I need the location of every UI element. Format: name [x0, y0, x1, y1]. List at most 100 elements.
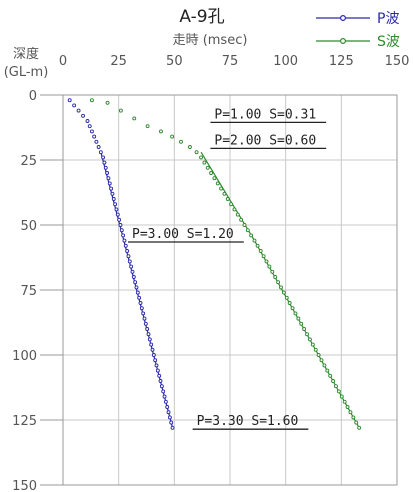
y-axis-label: 深度 [13, 46, 39, 62]
data-point-p [130, 269, 135, 274]
x-tick-label: 50 [166, 54, 183, 69]
legend: P波 S波 [316, 11, 400, 50]
data-point-p [102, 160, 107, 165]
data-points [67, 98, 362, 430]
data-point-s [328, 373, 333, 378]
data-point-p [103, 165, 108, 170]
data-point-s [225, 197, 230, 201]
data-point-p [114, 207, 119, 212]
data-point-p [153, 358, 158, 363]
data-point-s [345, 405, 350, 409]
data-point-s [313, 347, 318, 352]
y-tick-label: 100 [12, 349, 37, 364]
data-point-p [147, 337, 152, 342]
data-point-s [159, 129, 163, 134]
data-point-p [109, 186, 114, 191]
data-point-s [202, 160, 207, 165]
x-tick-labels: 0 25 50 75 100 125 150 [59, 54, 410, 69]
data-point-s [199, 155, 204, 160]
y-tick-label: 25 [20, 154, 37, 169]
data-point-p [163, 399, 168, 404]
data-point-p [150, 347, 155, 352]
data-point-p [111, 197, 116, 201]
data-point-p [118, 223, 123, 227]
y-axis-unit-label: (GL-m) [4, 65, 49, 80]
data-point-p [119, 228, 124, 233]
data-point-p [155, 368, 160, 373]
data-point-s [118, 108, 123, 113]
data-point-s [222, 191, 227, 196]
data-point-p [76, 108, 81, 113]
x-tick-label: 100 [273, 54, 298, 69]
data-point-p [115, 212, 120, 217]
x-tick-label: 150 [385, 54, 410, 69]
data-point-p [161, 389, 166, 394]
data-point-p [149, 342, 154, 347]
data-point-s [209, 171, 214, 175]
data-point-p [96, 145, 101, 149]
data-point-s [319, 358, 324, 363]
data-point-s [235, 212, 240, 217]
velocity-annotation: P=2.00 S=0.60 [214, 133, 316, 148]
data-point-p [101, 155, 106, 160]
data-point-p [145, 327, 150, 331]
data-point-s [132, 116, 137, 121]
data-point-p [133, 280, 138, 285]
data-point-s [229, 202, 234, 207]
data-point-p [137, 295, 142, 300]
data-point-s [307, 337, 312, 342]
chart-title: A-9孔 [179, 7, 224, 27]
data-point-s [351, 415, 356, 420]
data-point-p [72, 103, 77, 108]
data-point-p [159, 384, 164, 389]
data-point-p [122, 238, 127, 243]
y-tick-label: 50 [20, 219, 37, 234]
data-point-p [158, 379, 163, 383]
data-point-s [219, 186, 224, 191]
data-point-p [67, 98, 72, 103]
legend-s-marker [340, 37, 347, 44]
data-point-p [107, 181, 112, 186]
data-point-s [342, 399, 347, 404]
data-point-s [281, 290, 286, 295]
y-tick-labels: 0 25 50 75 100 125 150 [12, 89, 63, 492]
data-point-s [287, 301, 292, 305]
data-point-p [105, 171, 110, 175]
x-tick-label: 125 [329, 54, 354, 69]
data-point-s [239, 217, 244, 222]
x-axis-label: 走時 (msec) [173, 33, 248, 48]
data-point-s [255, 243, 260, 248]
data-point-p [126, 254, 131, 259]
data-point-p [143, 321, 148, 326]
data-point-p [135, 290, 140, 295]
legend-p-label: P波 [377, 11, 399, 27]
data-point-s [258, 249, 263, 253]
velocity-annotation: P=3.00 S=1.20 [132, 227, 234, 242]
data-point-p [106, 176, 111, 181]
data-point-p [87, 124, 92, 129]
x-tick-label: 75 [222, 54, 239, 69]
y-tick-label: 75 [20, 284, 37, 299]
data-point-s [284, 295, 289, 300]
velocity-annotation: P=1.00 S=0.31 [214, 107, 316, 122]
data-point-s [296, 316, 301, 321]
data-point-p [81, 113, 85, 118]
data-point-s [145, 124, 150, 129]
data-point-s [264, 259, 269, 264]
data-point-s [205, 165, 210, 170]
data-point-p [127, 259, 132, 264]
data-point-p [162, 394, 167, 399]
data-point-p [134, 285, 139, 290]
data-point-s [170, 134, 175, 139]
data-point-p [154, 363, 159, 368]
legend-s-label: S波 [377, 34, 400, 50]
data-point-s [322, 363, 327, 368]
data-point-p [117, 217, 122, 222]
data-point-s [252, 238, 257, 243]
data-point-p [169, 420, 174, 425]
data-point-p [123, 243, 128, 248]
data-point-p [167, 415, 172, 420]
data-point-p [92, 134, 97, 139]
data-point-s [325, 368, 330, 373]
